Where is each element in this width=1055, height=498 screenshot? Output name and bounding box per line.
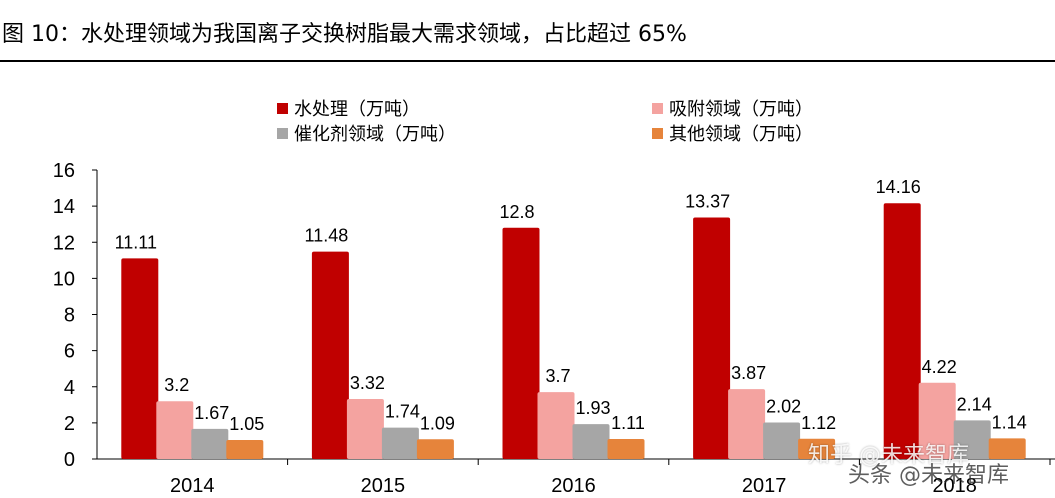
y-tick-label: 2 <box>64 413 75 435</box>
y-tick-label: 14 <box>53 196 75 218</box>
legend: 水处理（万吨） 吸附领域（万吨） 催化剂领域（万吨） 其他领域（万吨） <box>277 99 813 145</box>
bar-2017-series-2 <box>763 422 801 459</box>
bar-2015-series-2 <box>381 427 419 459</box>
bar-2015-series-1 <box>346 399 384 459</box>
x-tick-label: 2016 <box>551 475 596 497</box>
data-label: 1.14 <box>992 412 1027 432</box>
figure-title: 图 10：水处理领域为我国离子交换树脂最大需求领域，占比超过 65% <box>2 22 687 47</box>
legend-swatch <box>652 128 663 139</box>
x-tick-label: 2014 <box>170 475 215 497</box>
data-label: 2.14 <box>957 394 992 414</box>
legend-label: 其他领域（万吨） <box>669 124 813 145</box>
legend-swatch <box>277 103 288 114</box>
bar-2017-series-3 <box>798 438 836 459</box>
data-label: 3.2 <box>164 375 189 395</box>
legend-swatch <box>652 103 663 114</box>
y-tick-label: 12 <box>53 232 75 254</box>
legend-label: 水处理（万吨） <box>294 99 420 120</box>
y-tick-label: 6 <box>64 341 75 363</box>
legend-swatch <box>277 128 288 139</box>
data-label: 14.16 <box>876 177 921 197</box>
data-label: 1.74 <box>385 402 420 422</box>
data-label: 3.32 <box>350 373 385 393</box>
y-tick-label: 10 <box>53 268 75 290</box>
bar-2018-series-2 <box>953 420 991 459</box>
data-label: 1.93 <box>575 398 610 418</box>
data-label: 13.37 <box>685 192 730 212</box>
bar-2014-series-2 <box>191 428 229 459</box>
x-tick-label: 2017 <box>742 475 787 497</box>
bar-2014-series-1 <box>156 401 194 459</box>
x-tick-label: 2015 <box>361 475 406 497</box>
bar-2017-series-1 <box>728 389 766 459</box>
data-label: 4.22 <box>922 357 957 377</box>
bar-2014-series-0 <box>121 258 159 459</box>
y-tick-label: 0 <box>64 449 75 471</box>
bar-2016-series-1 <box>537 392 575 459</box>
data-label: 11.11 <box>115 232 157 252</box>
legend-label: 催化剂领域（万吨） <box>294 124 456 145</box>
legend-label: 吸附领域（万吨） <box>669 99 813 120</box>
bar-2016-series-2 <box>572 424 610 459</box>
bar-2014-series-3 <box>226 440 264 459</box>
x-tick-label: 2018 <box>932 475 977 497</box>
bar-2016-series-0 <box>502 227 540 459</box>
data-label: 3.87 <box>731 363 766 383</box>
bar-2015-series-0 <box>311 251 349 459</box>
bar-2018-series-0 <box>883 203 921 459</box>
data-labels: 11.11 3.21.671.05 11.48 3.321.741.09 12.8 3.7… <box>115 177 1027 434</box>
data-label: 1.67 <box>194 403 229 423</box>
data-label: 1.09 <box>420 413 455 433</box>
y-tick-label: 4 <box>64 377 75 399</box>
data-label: 11.48 <box>305 226 349 246</box>
watermark-zhihu: 知乎 @未来智库 <box>808 443 969 468</box>
bar-2018-series-3 <box>988 438 1026 459</box>
bar-2018-series-1 <box>918 382 956 459</box>
bars <box>121 203 1026 459</box>
data-label: 2.02 <box>766 397 801 417</box>
data-label: 1.12 <box>801 413 836 433</box>
data-label: 1.05 <box>229 414 264 434</box>
y-tick-label: 8 <box>64 305 75 327</box>
bar-2016-series-3 <box>607 438 645 459</box>
data-label: 1.11 <box>611 413 645 433</box>
bar-2017-series-0 <box>693 217 731 459</box>
watermark-toutiao: 头条 @未来智库 <box>848 463 1009 488</box>
data-label: 12.8 <box>499 202 534 222</box>
data-label: 3.7 <box>545 366 570 386</box>
bar-2015-series-3 <box>416 439 454 459</box>
y-tick-label: 16 <box>53 160 75 182</box>
title-divider <box>0 60 1055 62</box>
